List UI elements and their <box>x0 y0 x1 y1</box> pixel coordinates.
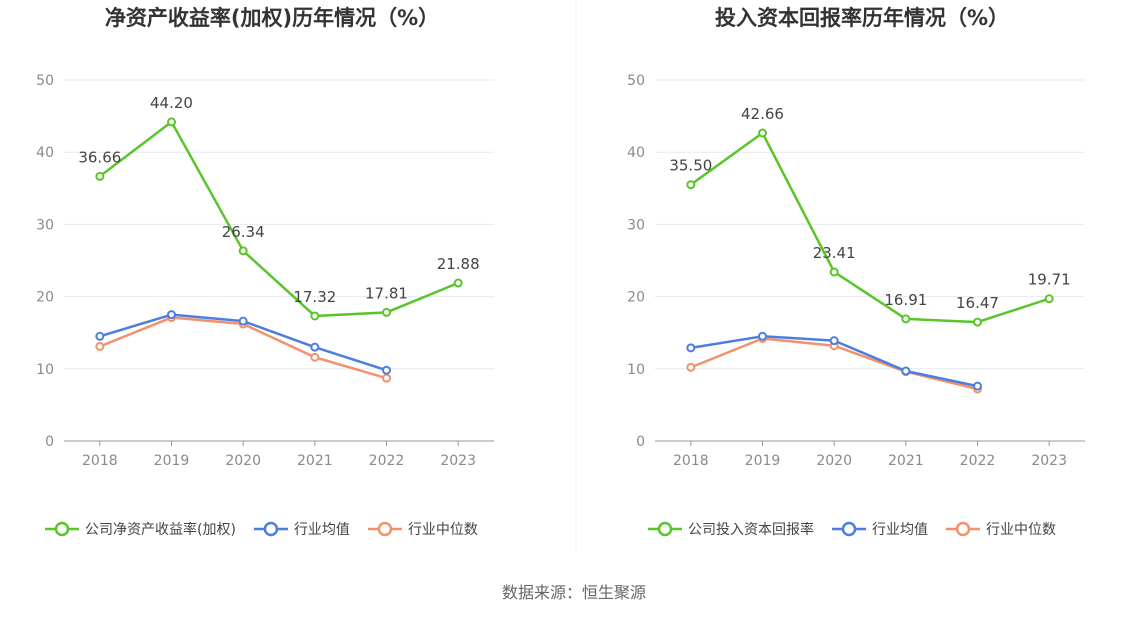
x-tick-label: 2018 <box>673 453 709 469</box>
data-point-company <box>1044 294 1054 304</box>
data-label: 36.66 <box>78 148 121 166</box>
legend-item-median[interactable]: 行业中位数 <box>367 521 478 538</box>
x-tick-label: 2021 <box>297 453 333 469</box>
y-tick-label: 30 <box>36 217 54 233</box>
legend-swatch-marker <box>54 521 70 537</box>
data-point-avg <box>310 342 320 352</box>
legend-label: 行业中位数 <box>408 522 478 538</box>
x-tick-label: 2019 <box>154 453 190 469</box>
data-point-company <box>382 307 391 317</box>
data-point-company <box>829 267 839 277</box>
y-tick-label: 30 <box>627 217 645 233</box>
x-tick-label: 2022 <box>960 453 996 469</box>
y-tick-label: 20 <box>36 290 54 306</box>
data-point-avg <box>686 343 696 353</box>
legend-item-company[interactable]: 公司投入资本回报率 <box>648 521 814 538</box>
data-label: 17.32 <box>293 288 336 306</box>
legend-swatch-marker <box>841 521 857 537</box>
data-label: 26.34 <box>222 223 265 241</box>
chart-title: 净资产收益率(加权)历年情况（%） <box>105 6 439 30</box>
data-label: 19.71 <box>1028 271 1071 289</box>
data-label: 44.20 <box>150 94 193 112</box>
data-point-median <box>686 362 696 372</box>
data-point-avg <box>167 310 176 320</box>
data-point-company <box>453 278 463 288</box>
x-tick-label: 2019 <box>745 453 781 469</box>
data-point-company <box>167 117 176 127</box>
legend-item-avg[interactable]: 行业均值 <box>832 521 928 538</box>
data-label: 42.66 <box>741 105 784 123</box>
data-label: 16.91 <box>884 291 927 309</box>
legend-swatch-marker <box>377 521 393 537</box>
data-point-median <box>310 352 320 362</box>
series-line-company <box>690 131 1050 324</box>
data-label: 23.41 <box>813 244 856 262</box>
legend-label: 公司投入资本回报率 <box>688 521 814 538</box>
chart-title: 投入资本回报率历年情况（%） <box>715 6 1009 30</box>
data-label: 16.47 <box>956 294 999 312</box>
y-tick-label: 50 <box>627 73 645 89</box>
roic-chart-panel: 投入资本回报率历年情况（%） 0 10 20 30 40 50 2018 2019 2020 202… <box>627 6 1085 538</box>
data-point-company <box>686 180 696 190</box>
legend-label: 行业中位数 <box>986 522 1056 538</box>
data-label: 35.50 <box>669 157 712 175</box>
y-tick-label: 20 <box>627 290 645 306</box>
data-point-avg <box>829 336 839 346</box>
y-tick-label: 50 <box>36 73 54 89</box>
source-note: 数据来源：恒生聚源 <box>502 583 646 602</box>
data-point-avg <box>238 316 248 326</box>
x-tick-label: 2018 <box>82 453 118 469</box>
data-point-company <box>901 314 911 324</box>
data-point-company <box>238 246 248 256</box>
data-point-avg <box>758 331 767 341</box>
legend-swatch-marker <box>955 521 971 537</box>
x-tick-label: 2020 <box>225 453 261 469</box>
x-tick-label: 2023 <box>440 453 476 469</box>
x-tick-label: 2022 <box>369 453 405 469</box>
data-point-company <box>758 128 767 138</box>
legend-label: 行业均值 <box>294 522 350 538</box>
legend-swatch-marker <box>263 521 279 537</box>
x-tick-label: 2023 <box>1031 453 1067 469</box>
data-point-avg <box>382 365 391 375</box>
y-tick-label: 0 <box>45 434 54 450</box>
legend-label: 公司净资产收益率(加权) <box>85 521 236 538</box>
data-point-company <box>95 171 105 181</box>
data-point-avg <box>973 381 982 391</box>
data-label: 21.88 <box>437 255 480 273</box>
data-point-avg <box>901 366 911 376</box>
y-tick-label: 40 <box>627 145 645 161</box>
y-tick-label: 40 <box>36 145 54 161</box>
data-label: 17.81 <box>365 284 408 302</box>
legend-item-avg[interactable]: 行业均值 <box>253 521 350 538</box>
legend-label: 行业均值 <box>872 522 928 538</box>
legend-item-median[interactable]: 行业中位数 <box>946 521 1056 538</box>
data-point-company <box>973 317 982 327</box>
roe-chart-panel: 净资产收益率(加权)历年情况（%） 0 10 20 30 40 50 2018 2019 2020… <box>36 6 494 538</box>
legend-item-company[interactable]: 公司净资产收益率(加权) <box>45 521 236 538</box>
data-point-company <box>310 311 320 321</box>
y-tick-label: 10 <box>627 362 645 378</box>
y-tick-label: 0 <box>636 434 645 450</box>
legend-swatch-marker <box>657 521 673 537</box>
data-point-avg <box>95 331 105 341</box>
x-tick-label: 2021 <box>888 453 924 469</box>
x-tick-label: 2020 <box>816 453 852 469</box>
data-point-median <box>382 373 391 383</box>
data-point-median <box>95 341 105 351</box>
y-tick-label: 10 <box>36 362 54 378</box>
series-line-company <box>99 120 459 318</box>
